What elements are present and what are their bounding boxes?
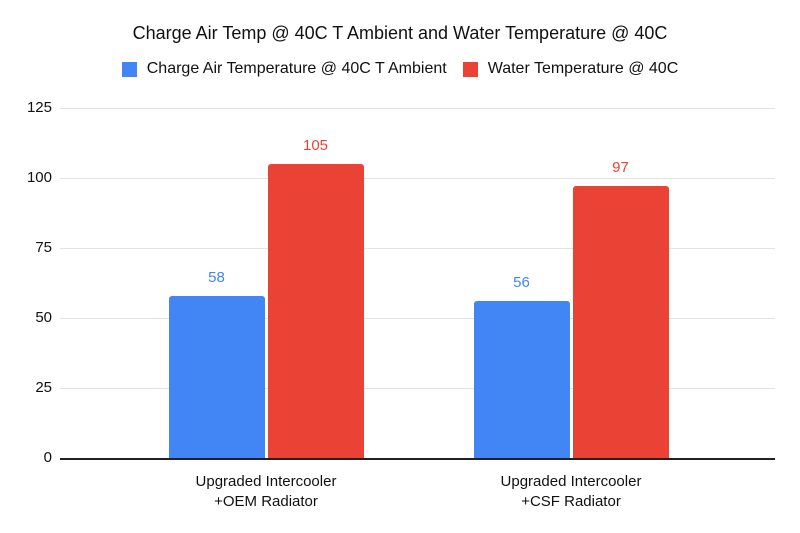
legend: Charge Air Temperature @ 40C T Ambient W… bbox=[0, 60, 800, 78]
y-tick-label-125: 125 bbox=[26, 99, 52, 116]
chart-title: Charge Air Temp @ 40C T Ambient and Wate… bbox=[132, 23, 668, 43]
bar-series1-cat1 bbox=[572, 186, 669, 458]
bar-value-label-series0-cat0: 58 bbox=[208, 268, 225, 286]
bar-value-label-series1-cat0: 105 bbox=[302, 137, 329, 154]
y-tick-label-100: 100 bbox=[26, 169, 52, 186]
bar-series1-cat0 bbox=[267, 164, 364, 458]
y-tick-label-0: 0 bbox=[43, 449, 52, 466]
bar-series0-cat1 bbox=[473, 301, 570, 458]
category-label-1: Upgraded Intercooler +CSF Radiator bbox=[500, 473, 642, 510]
legend-label-water-temp: Water Temperature @ 40C bbox=[487, 60, 679, 77]
bar-series0-cat0 bbox=[168, 295, 265, 458]
bar-value-label-series0-cat1: 56 bbox=[513, 274, 530, 292]
gridline-125 bbox=[60, 108, 775, 109]
plot-area: 58 56 105 97 bbox=[60, 108, 775, 460]
gridline-100 bbox=[60, 178, 775, 179]
gridline-75 bbox=[60, 248, 775, 249]
gridline-50 bbox=[60, 318, 775, 319]
y-tick-label-25: 25 bbox=[35, 379, 52, 396]
bar-value-label-series1-cat1: 97 bbox=[612, 159, 629, 177]
legend-label-charge-air: Charge Air Temperature @ 40C T Ambient bbox=[146, 60, 447, 77]
gridline-25 bbox=[60, 388, 775, 389]
legend-item-water-temp: Water Temperature @ 40C bbox=[462, 60, 679, 78]
legend-swatch-charge-air-icon bbox=[121, 61, 137, 77]
y-tick-label-75: 75 bbox=[35, 239, 52, 256]
legend-item-charge-air: Charge Air Temperature @ 40C T Ambient bbox=[121, 60, 447, 78]
legend-swatch-water-temp-icon bbox=[462, 61, 478, 77]
y-tick-label-50: 50 bbox=[35, 309, 52, 326]
category-label-0: Upgraded Intercooler +OEM Radiator bbox=[195, 473, 337, 510]
